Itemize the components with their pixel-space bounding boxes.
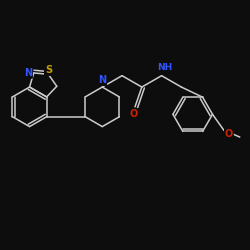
Text: O: O <box>225 129 233 139</box>
Text: NH: NH <box>158 63 172 72</box>
Text: N: N <box>98 75 106 85</box>
Text: O: O <box>130 109 138 119</box>
Text: S: S <box>45 65 52 75</box>
Text: N: N <box>24 68 32 78</box>
